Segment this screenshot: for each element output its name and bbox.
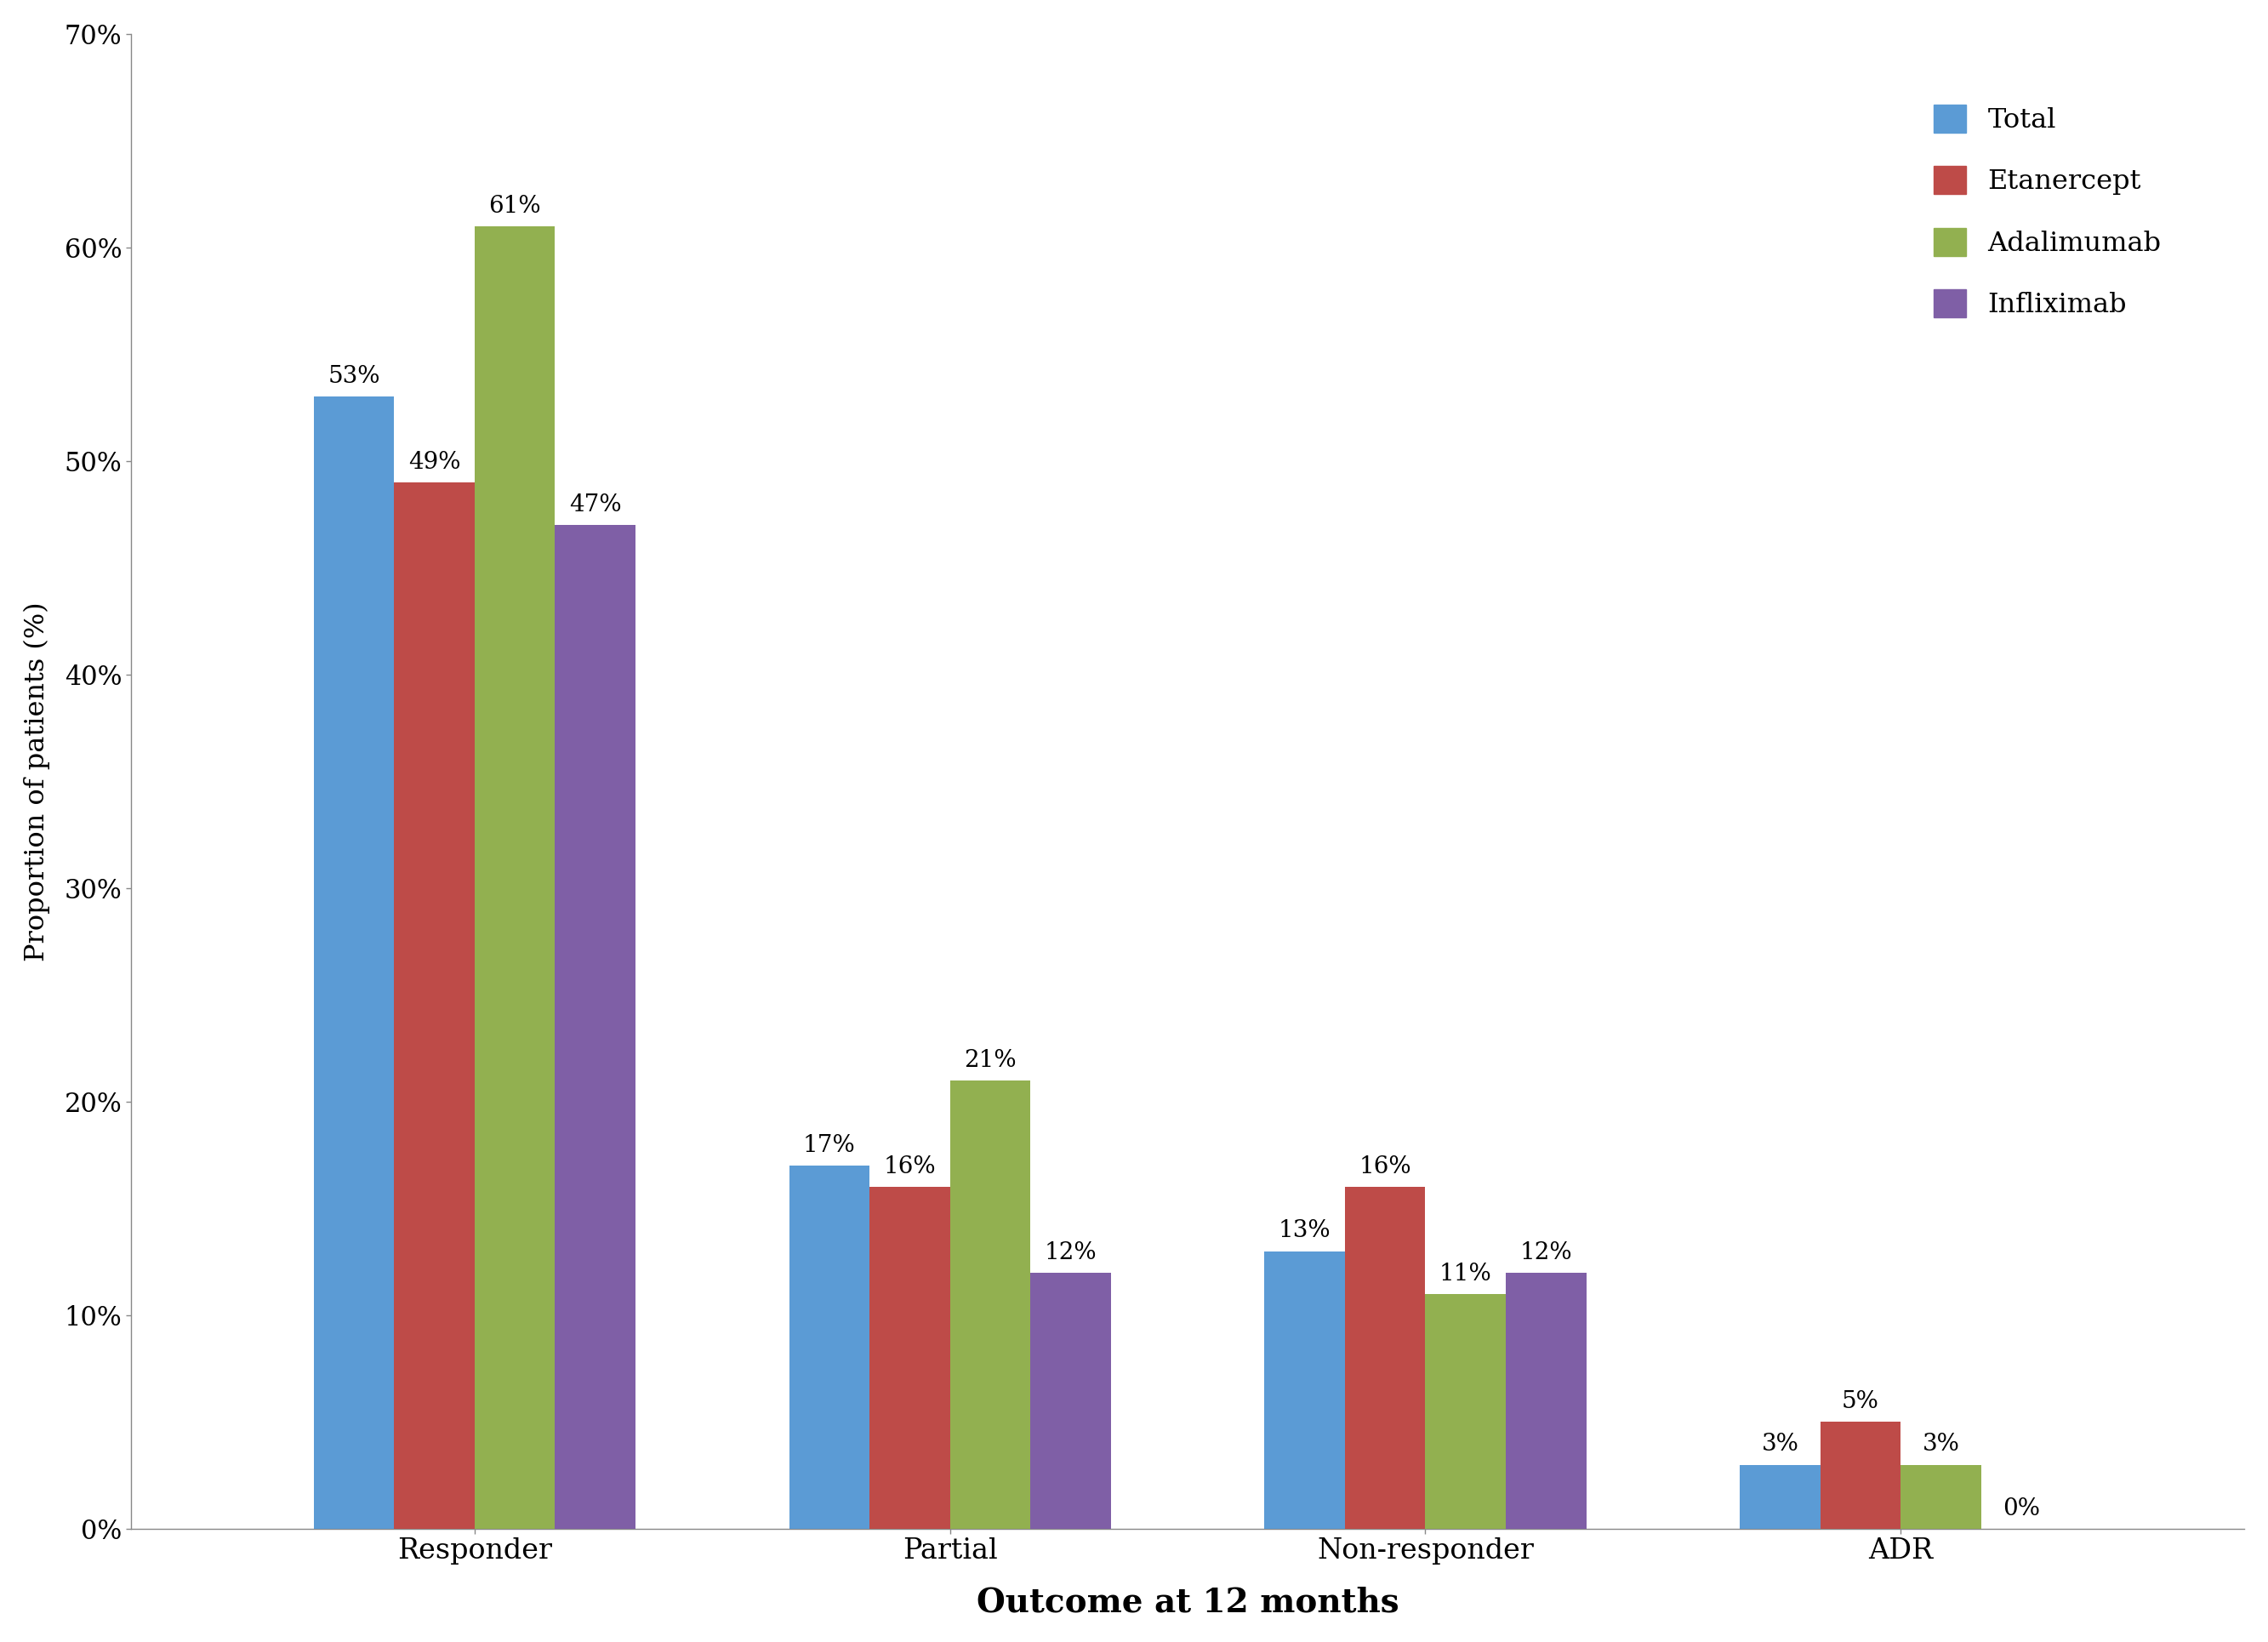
X-axis label: Outcome at 12 months: Outcome at 12 months — [978, 1586, 1399, 1619]
Text: 16%: 16% — [885, 1156, 937, 1179]
Bar — [789, 1166, 869, 1529]
Text: 49%: 49% — [408, 452, 460, 475]
Text: 61%: 61% — [488, 194, 542, 217]
Bar — [1030, 1273, 1111, 1529]
Text: 0%: 0% — [2003, 1498, 2039, 1520]
Bar — [1263, 1251, 1345, 1529]
Bar — [395, 483, 474, 1529]
Bar — [1901, 1465, 1980, 1529]
Text: 3%: 3% — [1923, 1433, 1960, 1456]
Text: 21%: 21% — [964, 1049, 1016, 1072]
Text: 13%: 13% — [1279, 1220, 1331, 1243]
Text: 12%: 12% — [1043, 1241, 1098, 1264]
Text: 17%: 17% — [803, 1135, 855, 1158]
Text: 5%: 5% — [1842, 1391, 1880, 1414]
Text: 11%: 11% — [1440, 1263, 1492, 1286]
Legend: Total, Etanercept, Adalimumab, Infliximab: Total, Etanercept, Adalimumab, Inflixima… — [1905, 77, 2189, 346]
Text: 12%: 12% — [1520, 1241, 1572, 1264]
Text: 47%: 47% — [569, 494, 621, 517]
Bar — [1345, 1187, 1424, 1529]
Bar — [1740, 1465, 1821, 1529]
Bar — [869, 1187, 950, 1529]
Bar — [950, 1080, 1030, 1529]
Bar — [1821, 1422, 1901, 1529]
Bar — [1506, 1273, 1585, 1529]
Bar — [474, 227, 556, 1529]
Text: 3%: 3% — [1762, 1433, 1799, 1456]
Bar — [313, 397, 395, 1529]
Text: 16%: 16% — [1359, 1156, 1411, 1179]
Text: 53%: 53% — [329, 366, 381, 388]
Bar — [556, 525, 635, 1529]
Y-axis label: Proportion of patients (%): Proportion of patients (%) — [23, 601, 50, 961]
Bar — [1424, 1294, 1506, 1529]
